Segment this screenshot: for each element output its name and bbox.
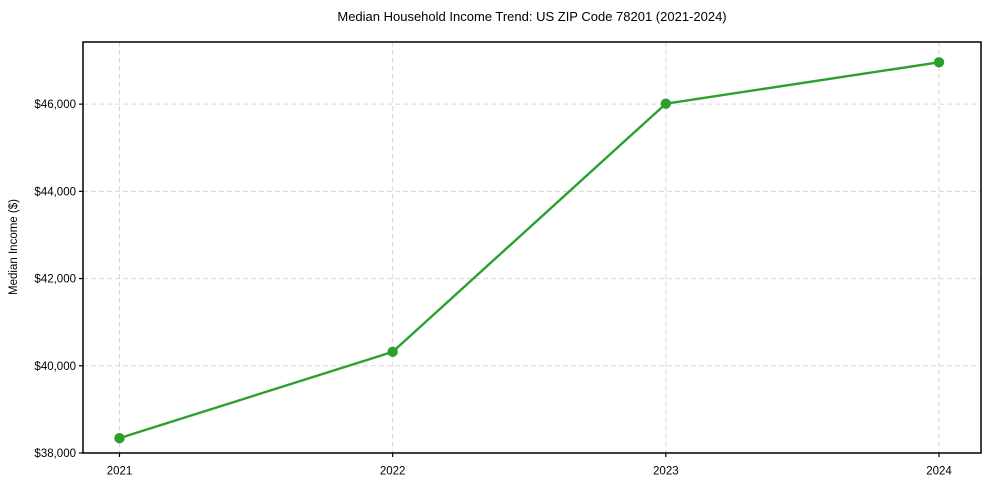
trend-line xyxy=(118,61,941,440)
x-tick-label: 2023 xyxy=(653,466,679,478)
y-tick-label: $44,000 xyxy=(34,186,76,198)
x-tick-label: 2021 xyxy=(107,466,133,478)
data-point-2023 xyxy=(660,98,672,109)
y-tick-label: $38,000 xyxy=(34,448,76,460)
data-point-2024 xyxy=(933,57,945,68)
x-tick-label: 2022 xyxy=(380,466,406,478)
y-tick-label: $46,000 xyxy=(34,99,76,111)
data-point-2021 xyxy=(114,432,125,444)
data-point-2022 xyxy=(387,346,398,358)
y-tick-label: $40,000 xyxy=(34,361,76,373)
chart-title: Median Household Income Trend: US ZIP Co… xyxy=(337,9,727,24)
plot-border xyxy=(82,41,982,454)
x-tick-label: 2024 xyxy=(926,466,952,478)
y-tick-label: $42,000 xyxy=(34,274,76,286)
